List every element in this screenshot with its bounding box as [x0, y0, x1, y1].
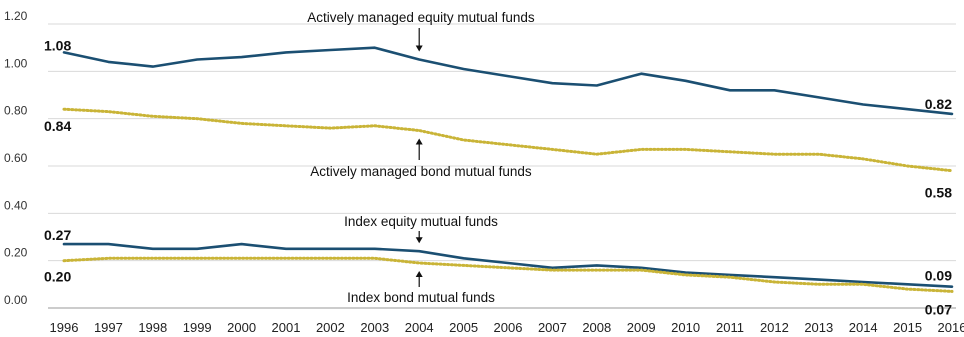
annotation-label: Actively managed equity mutual funds	[307, 10, 535, 25]
start-value-label: 0.27	[44, 227, 71, 243]
x-tick-label: 2015	[893, 320, 922, 335]
start-value-label: 0.20	[44, 269, 71, 285]
x-tick-label: 1996	[50, 320, 79, 335]
x-tick-label: 2002	[316, 320, 345, 335]
annotations: Actively managed equity mutual funds Acti…	[307, 10, 535, 305]
annotation-label: Index bond mutual funds	[347, 290, 495, 305]
x-tick-label: 2007	[538, 320, 567, 335]
y-tick-label: 0.40	[4, 198, 28, 212]
y-tick-label: 0.60	[4, 151, 28, 165]
series-line	[62, 107, 954, 173]
x-tick-label: 1997	[94, 320, 123, 335]
y-tick-label: 0.80	[4, 104, 28, 118]
y-tick-label: 0.20	[4, 246, 28, 260]
x-tick-label: 2009	[627, 320, 656, 335]
end-value-label: 0.58	[925, 185, 952, 201]
x-tick-label: 2008	[582, 320, 611, 335]
annotation-arrowhead	[415, 237, 423, 244]
x-tick-label: 1998	[138, 320, 167, 335]
x-tick-label: 1999	[183, 320, 212, 335]
x-tick-label: 2004	[405, 320, 434, 335]
annotation-label: Actively managed bond mutual funds	[310, 164, 532, 179]
start-value-label: 1.08	[44, 37, 71, 53]
x-tick-label: 2014	[849, 320, 878, 335]
annotation-arrowhead	[415, 45, 423, 52]
x-tick-label: 2003	[360, 320, 389, 335]
start-value-label: 0.84	[44, 118, 71, 134]
x-tick-label: 2013	[804, 320, 833, 335]
data-labels: 1.08 0.82 0.84 0.58 0.27 0.09 0.20 0.07	[44, 37, 952, 317]
x-tick-label: 2006	[494, 320, 523, 335]
annotation-arrowhead	[415, 271, 423, 278]
x-tick-label: 2012	[760, 320, 789, 335]
y-tick-label: 1.00	[4, 56, 28, 70]
x-tick-label: 2001	[272, 320, 301, 335]
annotation-label: Index equity mutual funds	[344, 214, 498, 229]
x-tick-label: 2010	[671, 320, 700, 335]
series-line	[62, 46, 954, 116]
series-line	[62, 242, 954, 289]
y-axis: 0.00 0.20 0.40 0.60 0.80 1.00 1.20	[4, 9, 28, 307]
annotation-arrowhead	[415, 138, 423, 145]
series-line	[62, 256, 954, 293]
y-tick-label: 0.00	[4, 293, 28, 307]
x-tick-label: 2000	[227, 320, 256, 335]
x-tick-label: 2011	[716, 320, 744, 335]
x-tick-label: 2016	[938, 320, 964, 335]
x-tick-label: 2005	[449, 320, 478, 335]
series-lines	[62, 46, 954, 293]
x-axis: 1996 1997 1998 1999 2000 2001 2002 2003 2004 2005…	[50, 320, 964, 335]
y-tick-label: 1.20	[4, 9, 28, 23]
end-value-label: 0.07	[925, 301, 952, 317]
end-value-label: 0.09	[925, 268, 952, 284]
end-value-label: 0.82	[925, 96, 952, 112]
